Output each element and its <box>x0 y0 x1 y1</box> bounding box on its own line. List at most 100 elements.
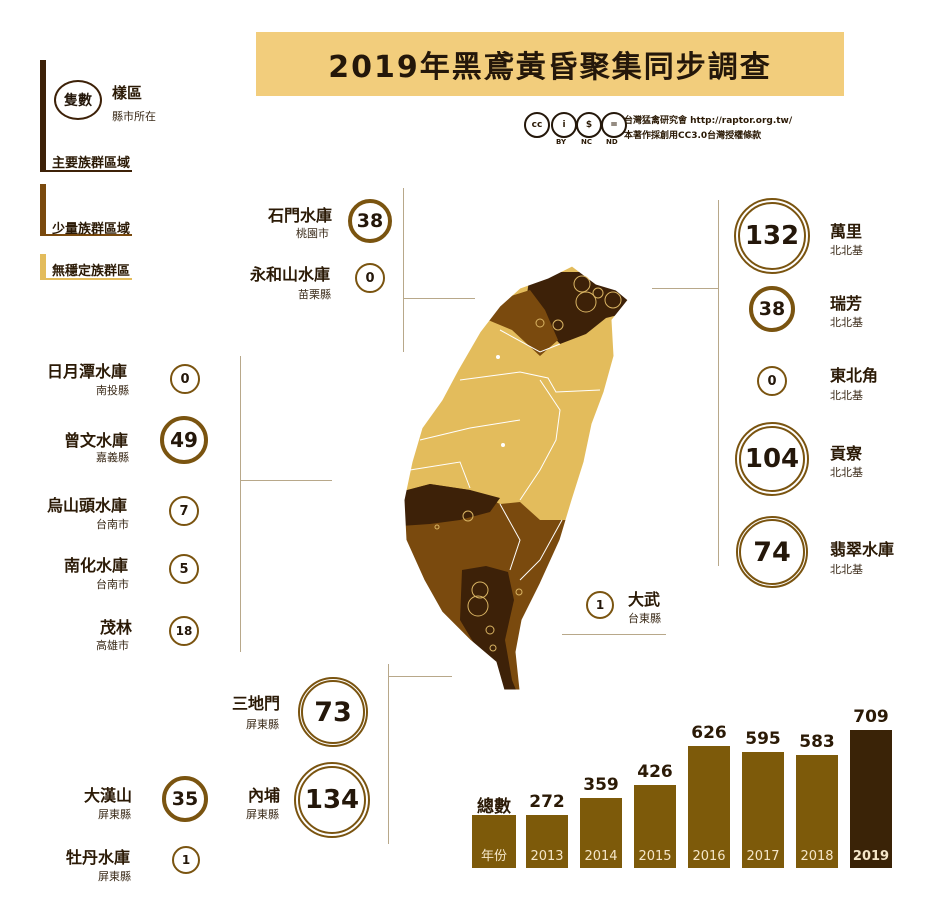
legend-county: 縣市所在 <box>112 110 156 123</box>
bar-axis-header: 年份 <box>472 815 516 868</box>
site-count-maolin: 18 <box>169 616 199 646</box>
site-name-gongliao: 貢寮 <box>830 444 863 463</box>
legend-major-line <box>40 170 132 172</box>
map-zero-points <box>496 355 505 447</box>
site-name-northeast-corner: 東北角 <box>830 366 879 385</box>
bar-2015: 2015 <box>634 785 676 868</box>
bar-2014: 2014 <box>580 798 622 868</box>
cc-icon: cc <box>524 112 550 138</box>
bar-value-label-2018: 583 <box>799 732 835 752</box>
site-county-zengwen: 嘉義縣 <box>96 451 129 464</box>
connector-pingtung-horizontal <box>388 676 452 677</box>
connector-dawu <box>562 634 666 635</box>
site-county-maolin: 高雄市 <box>96 639 129 652</box>
by-icon: i <box>551 112 577 138</box>
site-count-zengwen: 49 <box>160 416 208 464</box>
bar-axis-label: 年份 <box>480 849 507 864</box>
site-name-sunmoonlake: 日月潭水庫 <box>47 362 128 381</box>
connector-central-horizontal <box>240 480 332 481</box>
site-name-wanli: 萬里 <box>830 222 863 241</box>
bar-value-label-2017: 595 <box>745 729 781 749</box>
bar-value-label-2013: 272 <box>529 792 565 812</box>
nd-icon: = <box>601 112 627 138</box>
site-name-nanhua: 南化水庫 <box>64 556 129 575</box>
map-borders <box>409 329 601 581</box>
legend-major-label: 主要族群區域 <box>52 156 131 171</box>
site-name-shimen: 石門水庫 <box>268 206 333 225</box>
site-name-neipu: 內埔 <box>248 786 281 805</box>
bar-2013: 2013 <box>526 815 568 868</box>
legend-unstable-line <box>40 278 132 280</box>
site-count-shimen: 38 <box>348 199 392 243</box>
site-name-mudan: 牡丹水庫 <box>66 848 131 867</box>
bar-year-label-2015: 2015 <box>638 849 672 864</box>
site-count-wushantou: 7 <box>169 496 199 526</box>
bar-value-label-2016: 626 <box>691 723 727 743</box>
legend-unstable-bar <box>40 254 46 280</box>
site-county-sunmoonlake: 南投縣 <box>96 384 129 397</box>
nc-label: NC <box>581 138 592 146</box>
site-county-feicui: 北北基 <box>830 563 863 576</box>
bar-year-label-2019: 2019 <box>852 849 890 864</box>
taiwan-map <box>403 265 629 691</box>
site-count-dawu: 1 <box>586 591 614 619</box>
site-count-mudan: 1 <box>172 846 200 874</box>
site-count-neipu: 134 <box>294 762 370 838</box>
site-count-feicui: 74 <box>736 516 808 588</box>
site-name-dawu: 大武 <box>628 590 661 609</box>
bar-title-label: 總數 <box>477 797 511 817</box>
bar-year-label-2017: 2017 <box>746 849 780 864</box>
site-count-gongliao: 104 <box>735 422 809 496</box>
nc-icon: $ <box>576 112 602 138</box>
connector-central-vertical <box>240 356 241 652</box>
connector-north-west-vertical <box>403 188 404 352</box>
site-name-dahanshan: 大漢山 <box>84 786 133 805</box>
site-county-yonghe: 苗栗縣 <box>298 288 331 301</box>
connector-northeast-horizontal <box>652 288 718 289</box>
site-count-northeast-corner: 0 <box>757 366 787 396</box>
license-text: 本著作採創用CC3.0台灣授權條款 <box>624 131 762 141</box>
license-credit: cc i BY $ NC = ND <box>524 110 844 150</box>
site-county-mudan: 屏東縣 <box>98 870 131 883</box>
site-count-sunmoonlake: 0 <box>170 364 200 394</box>
site-count-nanhua: 5 <box>169 554 199 584</box>
legend-unstable-label: 無穩定族群區 <box>52 264 131 279</box>
by-label: BY <box>556 138 567 146</box>
site-name-wushantou: 烏山頭水庫 <box>47 496 128 515</box>
site-county-sandimen: 屏東縣 <box>246 718 279 731</box>
site-count-ruifang: 38 <box>749 286 795 332</box>
site-county-wanli: 北北基 <box>830 244 863 257</box>
site-county-dahanshan: 屏東縣 <box>98 808 131 821</box>
legend-site: 樣區 <box>112 84 143 102</box>
legend-minor-line <box>40 234 132 236</box>
site-name-maolin: 茂林 <box>100 618 133 637</box>
legend-minor-bar <box>40 184 46 236</box>
bar-value-label-2014: 359 <box>583 775 619 795</box>
bar-year-label-2016: 2016 <box>692 849 726 864</box>
connector-northeast-vertical <box>718 200 719 566</box>
legend-count-badge: 隻數 <box>54 80 102 120</box>
bar-year-label-2018: 2018 <box>800 849 834 864</box>
site-county-shimen: 桃園市 <box>296 227 329 240</box>
map-pingtung-major-region <box>460 566 520 690</box>
nd-label: ND <box>606 138 618 146</box>
connector-north-west-horizontal <box>403 298 475 299</box>
legend-minor-label: 少量族群區域 <box>52 222 131 237</box>
site-count-sandimen: 73 <box>298 677 368 747</box>
map-chiayi-major-region <box>404 484 500 526</box>
map-survey-circles <box>434 275 622 652</box>
page-title: 2019年黑鳶黃昏聚集同步調查 <box>328 50 772 85</box>
site-county-dawu: 台東縣 <box>628 612 661 625</box>
site-count-yonghe: 0 <box>355 263 385 293</box>
site-county-neipu: 屏東縣 <box>246 808 279 821</box>
bar-2019: 2019 <box>850 730 892 868</box>
site-name-zengwen: 曾文水庫 <box>64 431 129 450</box>
bar-value-label-2019: 709 <box>853 707 889 727</box>
bar-2018: 2018 <box>796 755 838 868</box>
site-count-dahanshan: 35 <box>162 776 208 822</box>
site-name-ruifang: 瑞芳 <box>830 294 863 313</box>
map-outline <box>403 265 629 691</box>
bar-value-label-2015: 426 <box>637 762 673 782</box>
connector-pingtung-vertical <box>388 664 389 844</box>
title-banner: 2019年黑鳶黃昏聚集同步調查 <box>256 32 844 96</box>
